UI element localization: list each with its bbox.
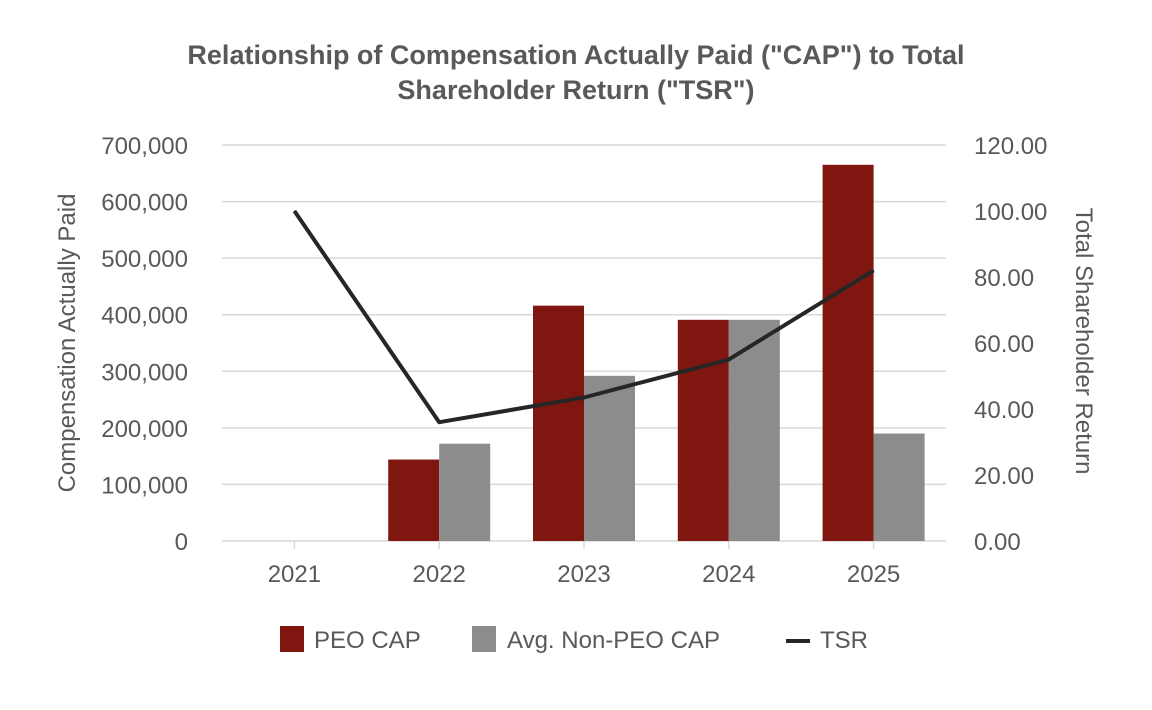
legend: PEO CAP Avg. Non-PEO CAP TSR	[280, 626, 868, 654]
y-tick-label: 200,000	[101, 416, 188, 443]
y-tick-label: 500,000	[101, 246, 188, 273]
bar-peo-cap	[533, 305, 584, 541]
y2-tick-label: 20.00	[974, 463, 1034, 490]
bar-non-peo-cap	[728, 319, 780, 541]
y-axis-right: 0.00 20.00 40.00 60.00 80.00 100.00 120.00	[974, 133, 1047, 556]
x-tick-label: 2021	[268, 561, 321, 588]
bar-non-peo-cap	[873, 433, 925, 541]
y-tick-label: 300,000	[101, 359, 188, 386]
y2-tick-label: 0.00	[974, 529, 1021, 556]
tsr-point	[583, 396, 585, 398]
x-tick-label: 2025	[847, 561, 900, 588]
legend-swatch-peo-cap	[280, 626, 304, 652]
chart-title-line-1: Relationship of Compensation Actually Pa…	[187, 40, 964, 70]
chart-title-line-2: Shareholder Return ("TSR")	[397, 75, 754, 105]
y-axis-title: Compensation Actually Paid	[54, 194, 81, 493]
tsr-point	[728, 359, 730, 360]
y-axis-left: 0 100,000 200,000 300,000 400,000 500,000 600,…	[101, 133, 188, 556]
y-tick-label: 700,000	[101, 133, 188, 160]
bar-peo-cap	[677, 319, 729, 541]
y2-tick-label: 60.00	[974, 331, 1034, 358]
x-tick-label: 2022	[413, 561, 466, 588]
tsr-point	[873, 269, 875, 271]
legend-label-peo-cap: PEO CAP	[314, 627, 421, 654]
bars	[388, 164, 925, 542]
bar-non-peo-cap	[584, 375, 635, 541]
legend-label-non-peo-cap: Avg. Non-PEO CAP	[507, 627, 720, 654]
x-tick-label: 2023	[557, 561, 610, 588]
bar-non-peo-cap	[439, 443, 491, 541]
legend-label-tsr: TSR	[820, 627, 868, 654]
tsr-point	[293, 210, 295, 212]
legend-swatch-non-peo-cap	[472, 626, 496, 652]
x-tick-label: 2024	[702, 561, 755, 588]
y2-tick-label: 80.00	[974, 265, 1034, 292]
bar-peo-cap	[388, 459, 440, 541]
bar-peo-cap	[822, 164, 874, 542]
y-tick-label: 100,000	[101, 472, 188, 499]
x-axis: 2021 2022 2023 2024 2025	[268, 541, 900, 588]
y-tick-label: 0	[175, 529, 188, 556]
y2-tick-label: 100.00	[974, 199, 1047, 226]
tsr-point	[438, 421, 440, 423]
y2-tick-label: 120.00	[974, 133, 1047, 160]
y2-tick-label: 40.00	[974, 397, 1034, 424]
y-tick-label: 600,000	[101, 190, 188, 217]
y-tick-label: 400,000	[101, 303, 188, 330]
tsr-line-layer	[292, 209, 875, 425]
y2-axis-title: Total Shareholder Return	[1070, 208, 1097, 475]
